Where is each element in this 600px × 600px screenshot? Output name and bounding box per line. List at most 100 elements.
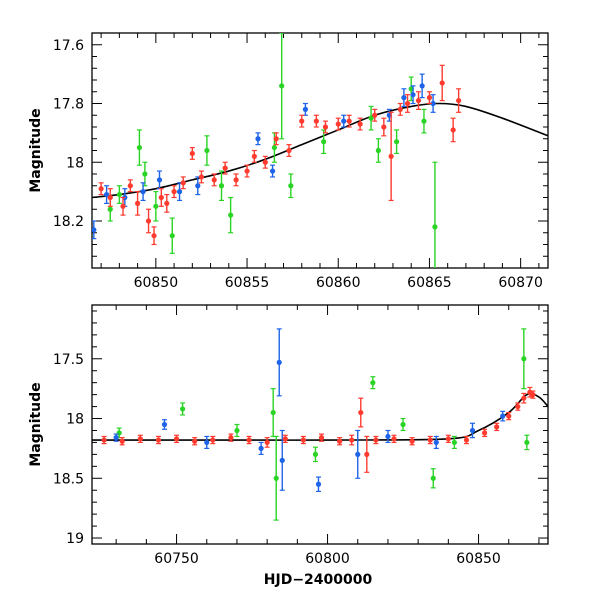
data-point (358, 410, 363, 415)
data-point (321, 139, 326, 144)
data-point (120, 204, 125, 209)
data-point (114, 435, 119, 440)
data-point (190, 151, 195, 156)
data-point (204, 148, 209, 153)
data-point (252, 154, 257, 159)
data-point (521, 396, 526, 401)
data-point (108, 207, 113, 212)
data-point (162, 422, 167, 427)
data-point (373, 437, 378, 442)
data-point (432, 224, 437, 229)
data-point (255, 136, 260, 141)
y-tick-label: 18.2 (53, 214, 84, 230)
data-point (394, 139, 399, 144)
data-point (174, 436, 179, 441)
data-point (146, 218, 151, 223)
x-axis-title: HJD−2400000 (264, 572, 373, 588)
x-tick-label: 60800 (305, 551, 350, 567)
data-point (164, 201, 169, 206)
data-point (223, 166, 228, 171)
data-point (521, 356, 526, 361)
data-point (421, 119, 426, 124)
data-point (494, 424, 499, 429)
data-point (159, 195, 164, 200)
x-tick-label: 60750 (154, 551, 199, 567)
data-point (398, 107, 403, 112)
data-point (99, 186, 104, 191)
data-point (210, 437, 215, 442)
data-point (151, 233, 156, 238)
y-tick-label: 19 (66, 531, 84, 547)
plot-frame (92, 33, 548, 268)
data-point (314, 119, 319, 124)
y-tick-label: 18.5 (53, 471, 84, 487)
data-point (524, 440, 529, 445)
data-point (323, 124, 328, 129)
data-point (170, 233, 175, 238)
top-panel: 60850 60855 60860 60865 60870 17.6 17.8 18 18.2 M… (28, 33, 548, 292)
data-point (171, 189, 176, 194)
data-point (420, 83, 425, 88)
data-point (91, 227, 96, 232)
data-point (336, 121, 341, 126)
data-point (349, 437, 354, 442)
data-point (181, 180, 186, 185)
x-tick-label: 60865 (407, 275, 452, 291)
data-point (246, 437, 251, 442)
model-curve (92, 104, 548, 198)
data-point (219, 183, 224, 188)
x-tick-label: 60850 (134, 275, 179, 291)
data-point (452, 440, 457, 445)
data-point (283, 436, 288, 441)
data-point (263, 160, 268, 165)
data-point (370, 380, 375, 385)
data-point (515, 404, 520, 409)
data-point (416, 98, 421, 103)
data-point (316, 482, 321, 487)
data-point (234, 428, 239, 433)
plot-frame (92, 305, 548, 544)
y-tick-label: 17.8 (53, 97, 84, 113)
data-point (431, 476, 436, 481)
data-point (108, 195, 113, 200)
data-point (376, 148, 381, 153)
data-point (101, 437, 106, 442)
model-curve (92, 394, 548, 441)
data-point (233, 177, 238, 182)
data-point (274, 476, 279, 481)
data-point (142, 171, 147, 176)
x-tick-label: 60850 (456, 551, 501, 567)
data-point (288, 183, 293, 188)
y-tick-label: 17.6 (53, 38, 84, 54)
data-point (244, 168, 249, 173)
data-point (427, 95, 432, 100)
data-point (259, 446, 264, 451)
data-point (337, 439, 342, 444)
data-point (180, 406, 185, 411)
data-point (228, 435, 233, 440)
data-point (391, 436, 396, 441)
data-point (341, 119, 346, 124)
data-layer (92, 329, 548, 520)
data-point (456, 98, 461, 103)
data-point (410, 92, 415, 97)
data-point (137, 145, 142, 150)
data-point (389, 154, 394, 159)
data-point (195, 183, 200, 188)
data-point (120, 439, 125, 444)
data-point (128, 183, 133, 188)
data-point (401, 95, 406, 100)
data-point (355, 452, 360, 457)
data-point (313, 452, 318, 457)
data-point (381, 124, 386, 129)
data-point (451, 127, 456, 132)
data-point (228, 213, 233, 218)
data-point (212, 177, 217, 182)
x-tick-label: 60860 (316, 275, 361, 291)
data-point (279, 83, 284, 88)
data-point (117, 192, 122, 197)
data-point (530, 392, 535, 397)
data-point (299, 119, 304, 124)
data-point (500, 414, 505, 419)
data-point (440, 80, 445, 85)
